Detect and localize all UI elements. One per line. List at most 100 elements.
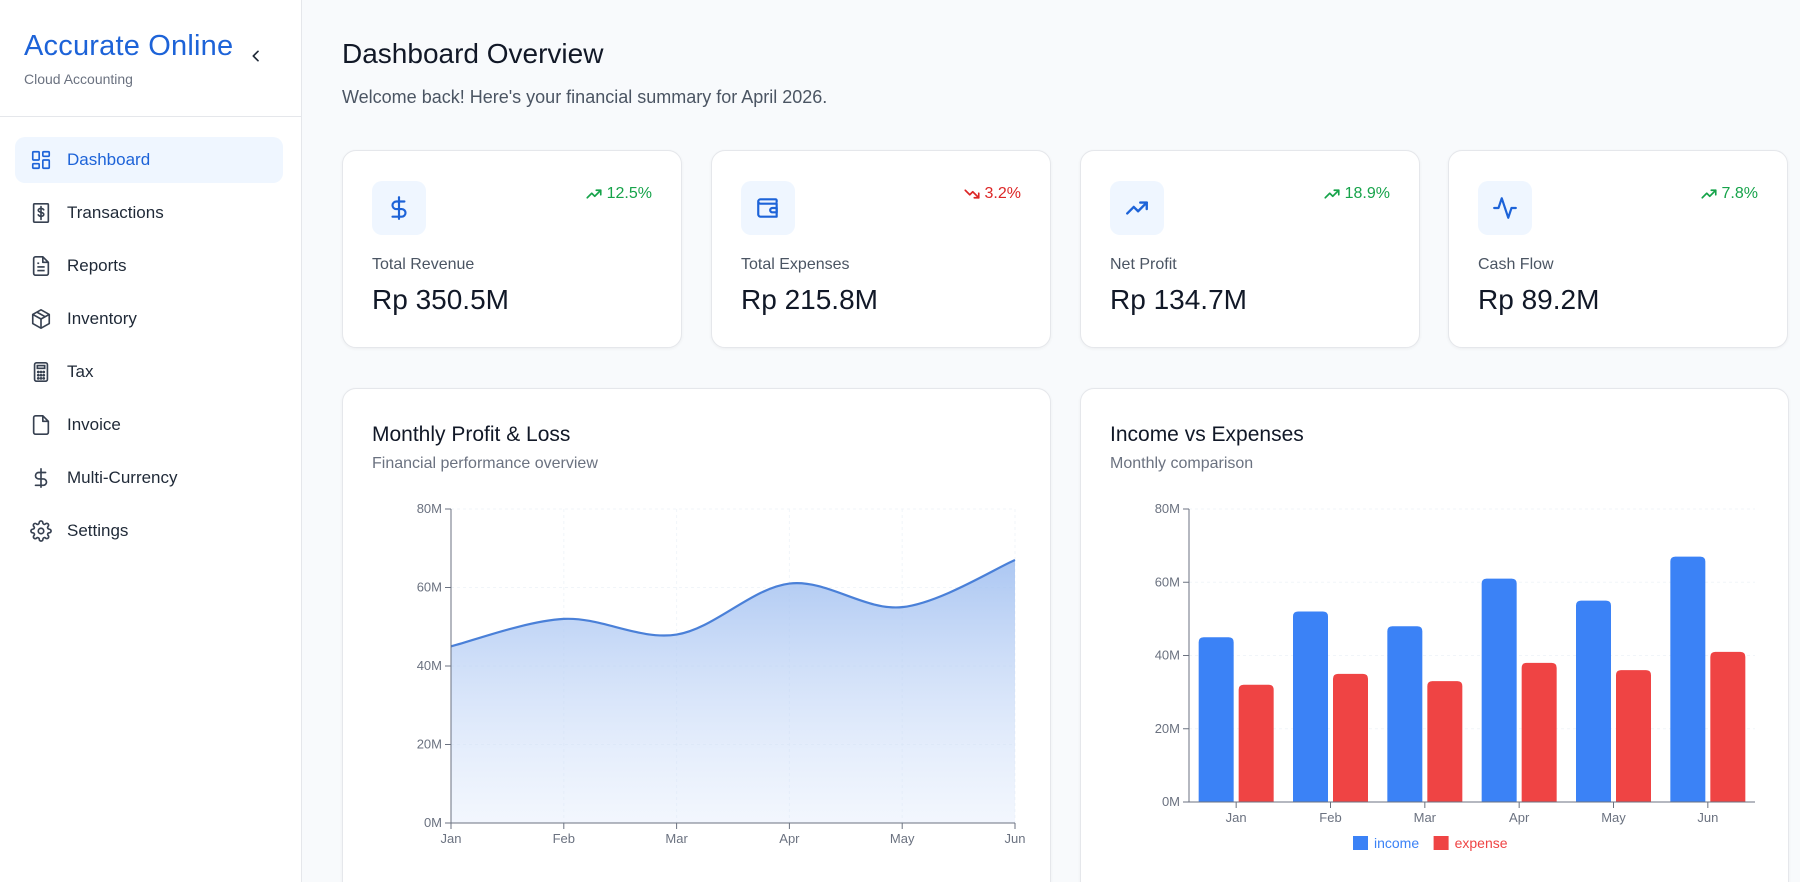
y-tick-label: 0M [424,815,442,830]
sidebar-item-inventory[interactable]: Inventory [15,296,283,342]
bar-income [1481,578,1517,802]
dollar-icon [372,181,426,235]
trending-up-icon [1110,181,1164,235]
wallet-icon [741,181,795,235]
brand-title[interactable]: Accurate Online [24,30,234,62]
brand-subtitle: Cloud Accounting [24,71,133,87]
stat-change-value: 12.5% [606,185,652,202]
trending-up-icon [1700,189,1717,199]
bar-expense [1427,681,1463,802]
bar-income [1576,600,1611,802]
stat-label: Cash Flow [1478,256,1554,273]
x-tick-label: Apr [779,831,800,846]
sidebar-nav: Dashboard Transactions Reports Inventory… [15,137,283,561]
x-tick-label: Feb [553,831,575,846]
trending-down-icon [963,189,980,199]
stat-value: Rp 134.7M [1110,284,1247,315]
sidebar-item-reports[interactable]: Reports [15,243,283,289]
stat-change: 7.8% [1700,185,1758,203]
page-title: Dashboard Overview [342,38,604,69]
dollar-receipt-icon [29,201,53,225]
stat-card-total-revenue[interactable]: 12.5% Total Revenue Rp 350.5M [342,150,682,348]
sidebar-item-transactions[interactable]: Transactions [15,190,283,236]
activity-icon [1478,181,1532,235]
y-tick-label: 60M [417,580,442,595]
stat-value: Rp 215.8M [741,284,878,315]
stat-label: Total Expenses [741,256,850,273]
y-tick-label: 40M [417,658,442,673]
sidebar-item-label: Settings [67,521,129,540]
x-tick-label: Jun [1005,831,1026,846]
sidebar-item-label: Reports [67,256,127,275]
trending-up-icon [1324,189,1340,199]
chart-subtitle: Financial performance overview [372,455,598,472]
x-tick-label: May [1601,810,1626,825]
layout-grid-icon [29,148,53,172]
stat-card-total-expenses[interactable]: 3.2% Total Expenses Rp 215.8M [711,150,1051,348]
profit-loss-area-chart[interactable]: 0M 20M 40M 60M 80M Jan Feb Mar Apr May Jun [343,389,1052,882]
bar-expense [1710,651,1746,802]
main-content: Dashboard Overview Welcome back! Here's … [302,0,1800,882]
y-tick-label: 0M [1162,794,1180,809]
sidebar-item-invoice[interactable]: Invoice [15,402,283,448]
trending-up-icon [586,189,602,199]
sidebar-item-label: Tax [67,362,94,381]
brand-header: Accurate Online Cloud Accounting [0,0,301,117]
sidebar-item-dashboard[interactable]: Dashboard [15,137,283,183]
sidebar-item-label: Inventory [67,309,137,328]
stat-card-net-profit[interactable]: 18.9% Net Profit Rp 134.7M [1080,150,1420,348]
stat-change: 12.5% [585,185,652,203]
chart-title: Income vs Expenses [1110,423,1304,446]
x-tick-label: Jan [441,831,462,846]
collapse-sidebar-button[interactable] [244,44,268,68]
page-subtitle: Welcome back! Here's your financial summ… [342,87,828,107]
sidebar-item-tax[interactable]: Tax [15,349,283,395]
series-line [450,559,1016,648]
bar-income [1198,637,1234,802]
x-tick-label: Jan [1226,810,1247,825]
bar-expense [1521,662,1557,802]
bar-income [1293,611,1328,802]
sidebar-item-label: Transactions [67,203,164,222]
chart-title: Monthly Profit & Loss [372,423,571,446]
stat-value: Rp 350.5M [372,284,509,315]
sidebar-item-label: Invoice [67,415,121,434]
bar-expense [1616,670,1651,802]
bar-expense [1333,673,1368,802]
y-tick-label: 80M [1155,501,1180,516]
stat-card-cash-flow[interactable]: 7.8% Cash Flow Rp 89.2M [1448,150,1788,348]
chevron-left-icon [252,50,259,62]
package-icon [29,307,53,331]
income-expenses-chart-card: Income vs Expenses Monthly comparison 0M… [1080,388,1789,882]
stat-change: 3.2% [963,185,1021,203]
legend-swatch [1353,836,1368,850]
x-tick-label: May [890,831,915,846]
stat-label: Net Profit [1110,256,1177,273]
stat-change: 18.9% [1323,185,1390,203]
y-tick-label: 60M [1155,574,1180,589]
x-tick-label: Feb [1319,810,1341,825]
gear-icon [29,519,53,543]
sidebar-item-label: Multi-Currency [67,468,178,487]
x-tick-label: Mar [1414,810,1437,825]
stat-change-value: 18.9% [1344,185,1390,202]
income-expenses-bar-chart[interactable]: 0M 20M 40M 60M 80M Jan Feb Mar Apr May Jun income ex… [1081,389,1790,882]
bar-income [1670,556,1706,802]
stat-change-value: 3.2% [984,185,1021,202]
x-tick-label: Mar [665,831,688,846]
sidebar-item-multi-currency[interactable]: Multi-Currency [15,455,283,501]
stat-change-value: 7.8% [1721,185,1758,202]
x-tick-label: Jun [1697,810,1718,825]
legend-label: expense [1455,835,1508,851]
sidebar: Accurate Online Cloud Accounting Dashboa… [0,0,302,882]
file-icon [29,413,53,437]
x-tick-label: Apr [1509,810,1530,825]
bar-expense [1238,684,1274,802]
stat-label: Total Revenue [372,256,475,273]
profit-loss-chart-card: Monthly Profit & Loss Financial performa… [342,388,1051,882]
sidebar-item-settings[interactable]: Settings [15,508,283,554]
sidebar-item-label: Dashboard [67,150,151,169]
y-tick-label: 20M [417,737,442,752]
chart-subtitle: Monthly comparison [1110,455,1254,472]
dollar-icon [29,466,53,490]
